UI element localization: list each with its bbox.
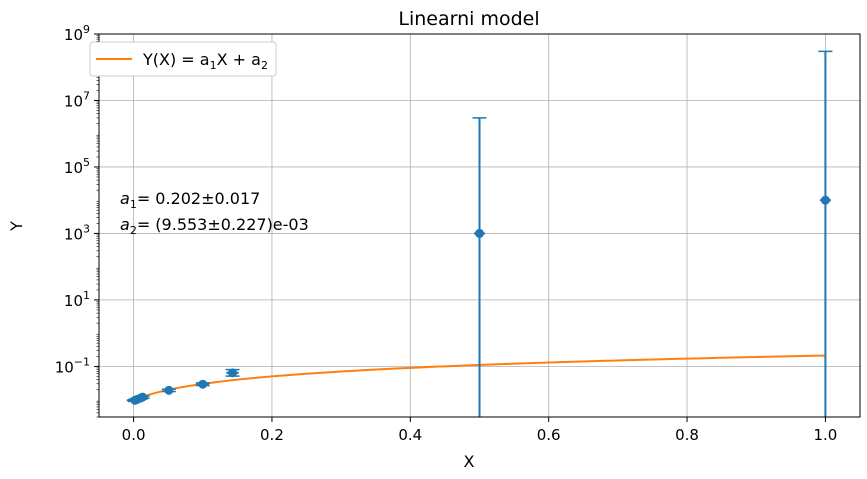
y-tick-label: 105 — [64, 156, 90, 177]
y-tick-label-base: 10 — [64, 92, 83, 110]
y-tick-label-exponent: 7 — [83, 89, 90, 102]
x-tick-label: 1.0 — [813, 426, 837, 444]
y-tick-label-base: 10 — [64, 225, 83, 243]
legend-fit-label: Y(X) = a1X + a2 — [142, 50, 268, 72]
legend: Y(X) = a1X + a2 — [89, 41, 277, 77]
plot-frame — [98, 33, 861, 418]
annotation-a1-value: = 0.202±0.017 — [137, 189, 261, 208]
y-tick-label-base: 10 — [64, 159, 83, 177]
y-tick-label: 109 — [64, 23, 90, 44]
annotation-a2-value: = (9.553±0.227)e-03 — [137, 215, 309, 234]
annotation-a2-subscript: 2 — [130, 224, 137, 237]
x-tick-label: 0.4 — [398, 426, 422, 444]
y-tick-label-base: 10 — [64, 292, 83, 310]
x-axis-label: X — [464, 452, 475, 471]
annotation-a2: a2= (9.553±0.227)e-03 — [120, 215, 309, 237]
x-tick-label: 0.6 — [537, 426, 561, 444]
legend-label-sub2: 2 — [261, 59, 268, 72]
data-point — [228, 368, 238, 378]
x-tick-label: 0.0 — [122, 426, 146, 444]
y-tick-label: 107 — [64, 89, 90, 110]
x-tick-label: 0.8 — [675, 426, 699, 444]
y-tick-label: 103 — [64, 222, 90, 243]
y-tick-label: 101 — [64, 289, 90, 310]
annotation-a1-subscript: 1 — [130, 198, 137, 211]
data-point — [820, 195, 830, 205]
y-axis-label: Y — [7, 221, 26, 232]
annotation-a1: a1= 0.202±0.017 — [120, 189, 260, 211]
y-tick-label-exponent: −1 — [74, 355, 90, 368]
annotation-a2-symbol: a — [120, 215, 130, 234]
legend-label-mid: X + a — [217, 50, 261, 69]
x-axis-ticks: 0.0 0.2 0.4 0.6 0.8 1.0 — [122, 417, 837, 444]
legend-label-prefix: Y(X) = a — [142, 50, 210, 69]
y-tick-label-base: 10 — [55, 358, 74, 376]
fit-parameters-annotation: a1= 0.202±0.017 a2= (9.553±0.227)e-03 — [120, 189, 309, 237]
data-point — [138, 392, 148, 402]
y-tick-label-exponent: 3 — [83, 222, 90, 235]
annotation-a1-symbol: a — [120, 189, 130, 208]
y-tick-label-exponent: 9 — [83, 23, 90, 36]
legend-label-sub1: 1 — [210, 59, 217, 72]
y-tick-label-exponent: 1 — [83, 289, 90, 302]
data-point — [198, 379, 208, 389]
data-point — [164, 385, 174, 395]
data-points — [130, 195, 830, 405]
y-tick-label: 10−1 — [55, 355, 90, 376]
chart-title: Linearni model — [398, 8, 539, 30]
data-point — [475, 228, 484, 238]
legend-box — [89, 41, 277, 77]
x-tick-label: 0.2 — [260, 426, 284, 444]
y-tick-label-base: 10 — [64, 26, 83, 44]
y-tick-label-exponent: 5 — [83, 156, 90, 169]
